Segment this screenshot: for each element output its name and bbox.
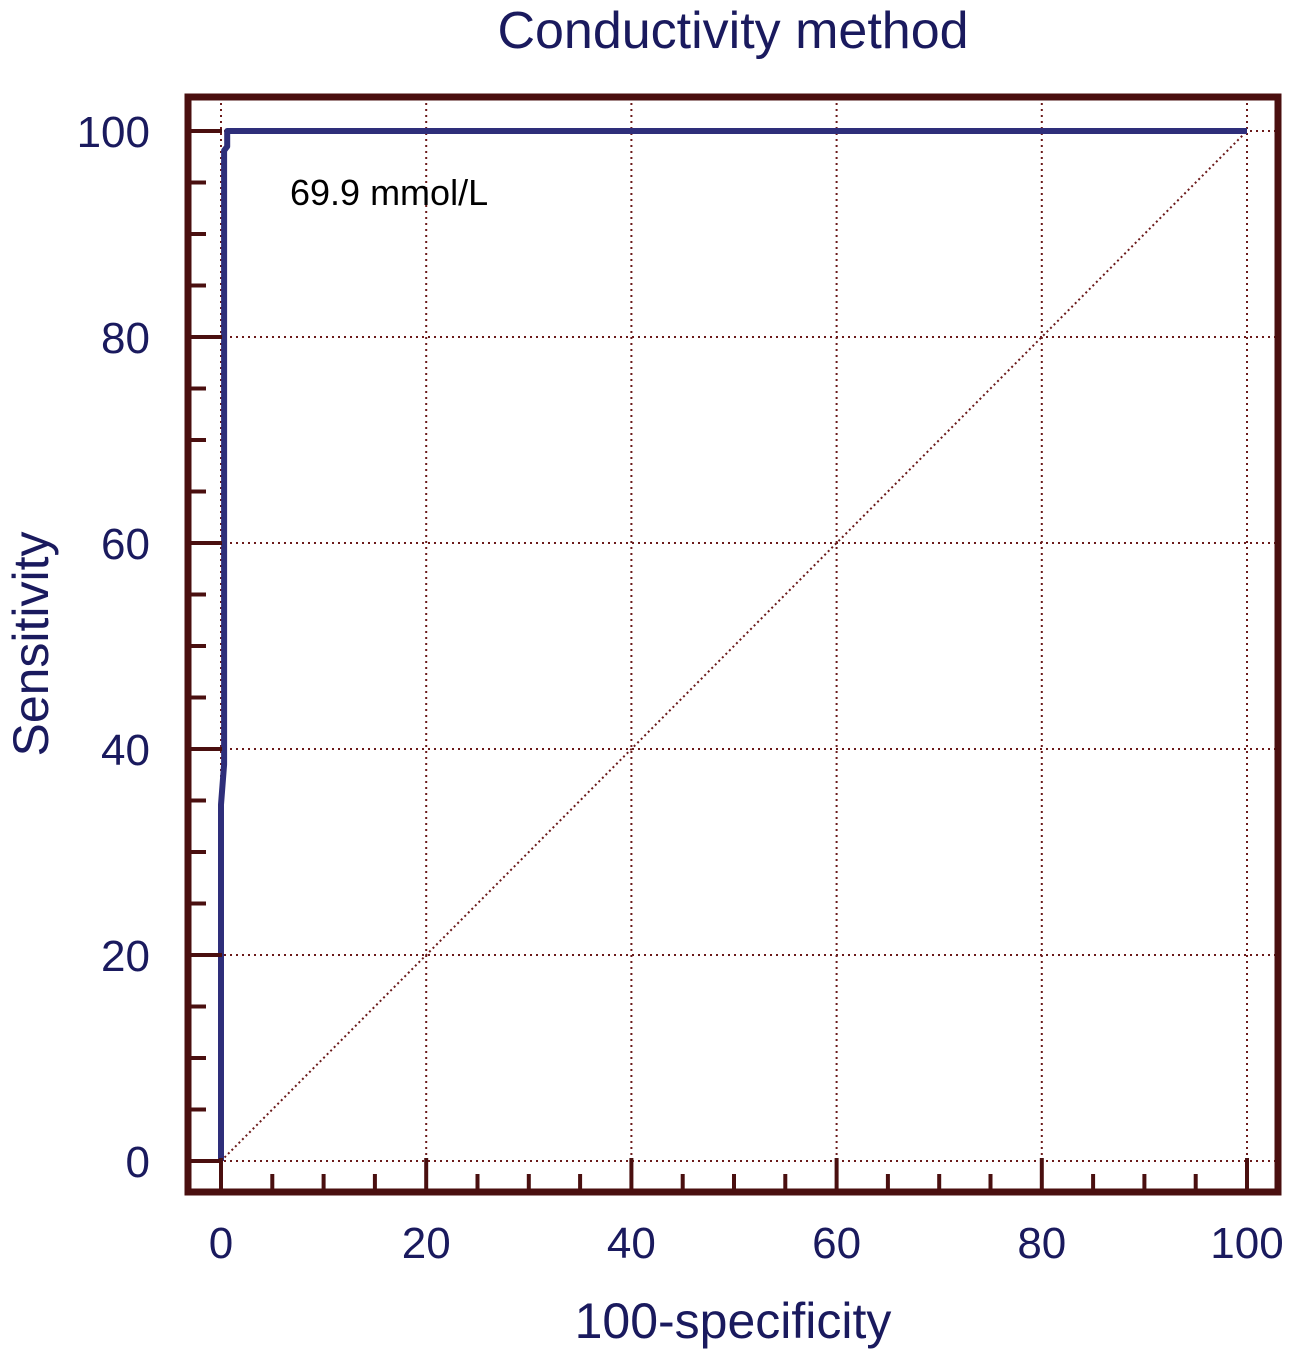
y-tick-label: 100 — [77, 108, 150, 157]
grid-lines — [188, 97, 1278, 1192]
y-tick-label: 60 — [101, 520, 150, 569]
x-tick-label: 20 — [402, 1219, 451, 1268]
reference-diagonal — [220, 130, 1248, 1162]
y-tick-label: 40 — [101, 726, 150, 775]
roc-curve-line — [218, 128, 1247, 1161]
roc-curve-group — [218, 128, 1247, 1161]
x-axis-title: 100-specificity — [575, 1293, 892, 1349]
y-tick-label: 80 — [101, 314, 150, 363]
reference-line — [220, 130, 1248, 1162]
plot-frame — [184, 93, 1282, 1196]
y-axis-title: Sensitivity — [3, 531, 59, 756]
x-tick-label: 100 — [1210, 1219, 1283, 1268]
x-tick-label: 60 — [812, 1219, 861, 1268]
cutoff-annotation: 69.9 mmol/L — [290, 172, 488, 213]
tick-labels: 0 20 40 60 80 100 0 20 40 60 80 100 — [77, 108, 1284, 1268]
y-tick-label: 0 — [126, 1138, 150, 1187]
x-tick-label: 40 — [607, 1219, 656, 1268]
frame-border — [184, 93, 1282, 1196]
y-tick-label: 20 — [101, 932, 150, 981]
x-tick-label: 0 — [209, 1219, 233, 1268]
chart-title: Conductivity method — [497, 2, 968, 60]
x-tick-label: 80 — [1017, 1219, 1066, 1268]
axis-ticks — [188, 129, 1249, 1192]
